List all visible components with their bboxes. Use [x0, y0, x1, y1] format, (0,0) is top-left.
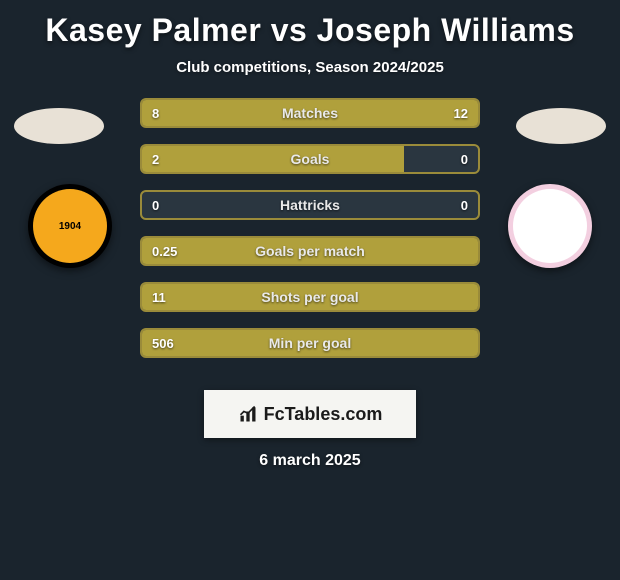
club-crest-left-text: 1904 [59, 221, 81, 232]
stat-bars: 8Matches122Goals00Hattricks00.25Goals pe… [140, 98, 480, 374]
stat-label: Min per goal [142, 330, 478, 356]
stat-row: 11Shots per goal [140, 282, 480, 312]
stat-label: Goals [142, 146, 478, 172]
stat-value-right: 12 [454, 100, 468, 126]
club-crest-left: 1904 [28, 184, 112, 268]
club-crest-right [508, 184, 592, 268]
chart-icon [238, 404, 258, 424]
comparison-arena: 1904 8Matches122Goals00Hattricks00.25Goa… [0, 98, 620, 388]
stat-label: Shots per goal [142, 284, 478, 310]
page-title: Kasey Palmer vs Joseph Williams [0, 0, 620, 49]
stat-row: 2Goals0 [140, 144, 480, 174]
stat-row: 0.25Goals per match [140, 236, 480, 266]
stat-value-right: 0 [461, 192, 468, 218]
stat-row: 8Matches12 [140, 98, 480, 128]
stat-label: Hattricks [142, 192, 478, 218]
stat-row: 506Min per goal [140, 328, 480, 358]
date-label: 6 march 2025 [0, 452, 620, 470]
stat-label: Goals per match [142, 238, 478, 264]
stat-label: Matches [142, 100, 478, 126]
club-crest-right-inner [513, 189, 587, 263]
club-crest-left-inner: 1904 [33, 189, 107, 263]
branding-badge[interactable]: FcTables.com [204, 390, 416, 438]
stat-row: 0Hattricks0 [140, 190, 480, 220]
player-left-photo [14, 108, 104, 144]
branding-text: FcTables.com [264, 404, 383, 425]
subtitle: Club competitions, Season 2024/2025 [0, 59, 620, 76]
stat-value-right: 0 [461, 146, 468, 172]
player-right-photo [516, 108, 606, 144]
